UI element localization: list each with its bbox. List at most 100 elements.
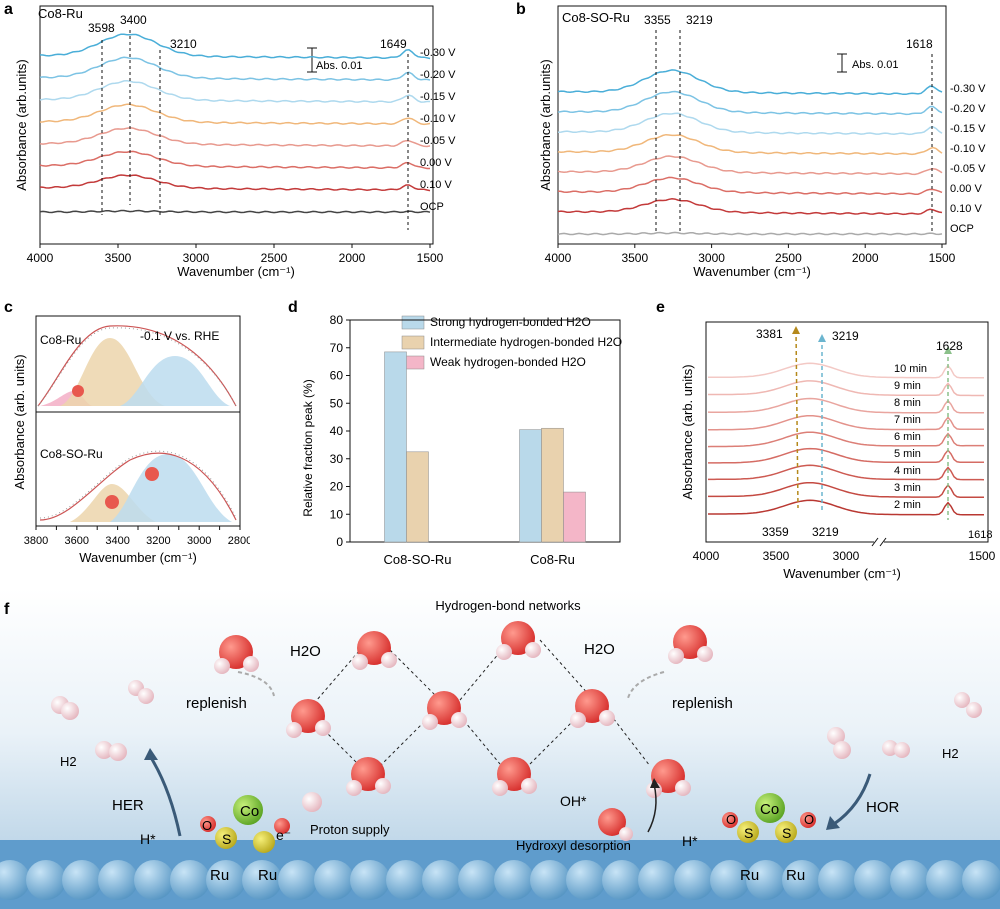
scale-bar [307, 47, 317, 73]
hydrogen-atom [243, 656, 259, 672]
hydrogen-atom [675, 780, 691, 796]
ru-atom [458, 860, 498, 900]
peak-label: 3359 [762, 525, 789, 539]
arrow-icon [818, 334, 826, 342]
curves [39, 33, 431, 214]
x-axis-label: Wavenumber (cm⁻¹) [783, 566, 901, 581]
spectrum-curve [39, 209, 431, 214]
ru-atom [746, 860, 786, 900]
ru-label: Ru [210, 867, 229, 884]
water-molecule-icon [72, 385, 84, 397]
ru-atom [98, 860, 138, 900]
ru-atom [926, 860, 966, 900]
potential-label: -0.05 V [950, 163, 986, 175]
x-tick-label: 4000 [693, 549, 720, 563]
ru-atom [62, 860, 102, 900]
spectrum-curve [557, 198, 943, 216]
ru-label: Ru [258, 867, 277, 884]
hstar-label: H* [140, 831, 156, 847]
ru-atom [422, 860, 462, 900]
hor-label: HOR [866, 799, 900, 816]
spectrum-curve [557, 133, 943, 156]
guide-lines [795, 329, 949, 520]
panel-label: f [4, 601, 10, 618]
hydrogen-atom [451, 712, 467, 728]
spectrum-curve [39, 103, 431, 126]
potential-label: -0.20 V [950, 103, 986, 115]
ru-atom [962, 860, 1000, 900]
ru-atom [314, 860, 354, 900]
ru-atom [566, 860, 606, 900]
hydroxyl-desorption-label: Hydroxyl desorption [516, 838, 631, 853]
x-tick-label: 3400 [105, 535, 129, 547]
spectrum-curve [708, 380, 984, 397]
y-axis-label: Absorbance (arb.units) [14, 59, 29, 191]
scale-label: Abs. 0.01 [852, 59, 898, 71]
y-tick-label: 40 [330, 424, 344, 438]
hydrogen-atom [521, 778, 537, 794]
ru-atom [26, 860, 66, 900]
x-tick-label: 2800 [228, 535, 250, 547]
spectrum-curve [39, 79, 430, 104]
fit-curve [39, 452, 237, 521]
peak-label: 3400 [120, 13, 147, 27]
hydrogen-atom [315, 720, 331, 736]
panel-label: e [656, 299, 665, 316]
panel-d: d Relative fraction peak (%) Strong hydr… [288, 299, 622, 567]
water-molecule-icon [105, 495, 119, 509]
spectrum-curve [39, 150, 430, 170]
x-tick-label: 3800 [24, 535, 48, 547]
o-label: O [804, 812, 814, 827]
legend-label: Strong hydrogen-bonded H2O [430, 315, 591, 329]
time-label: 4 min [894, 465, 921, 477]
potential-label: 0.10 V [950, 203, 982, 215]
x-tick-label: 3000 [183, 251, 210, 265]
x-tick-label: 3500 [763, 549, 790, 563]
hydrogen-atom [525, 642, 541, 658]
y-tick-label: 80 [330, 313, 344, 327]
spectrum-curve [708, 362, 984, 379]
y-tick-label: 50 [330, 396, 344, 410]
ru-label: Ru [740, 867, 759, 884]
spectrum-curve [708, 481, 984, 499]
network-title: Hydrogen-bond networks [435, 598, 581, 613]
spectrum-curve [557, 155, 943, 176]
plot-frame [557, 5, 947, 245]
hydrogen-atom [346, 780, 362, 796]
x-tick-label: 1500 [969, 549, 996, 563]
ru-atom [818, 860, 858, 900]
panel-c: c Co8-Ru -0.1 V vs. RHE Co8-SO-Ru 3800 36… [4, 299, 250, 565]
replenish-label: replenish [672, 695, 733, 712]
potential-label: -0.30 V [950, 83, 986, 95]
spectrum-curve [557, 112, 943, 136]
co-s-o-cluster-right [722, 793, 816, 843]
x-tick-label: 1500 [417, 251, 444, 265]
fit-curve [37, 325, 237, 407]
hstar-label: H* [682, 833, 698, 849]
potential-label: 0.00 V [420, 157, 452, 169]
panel-label: a [4, 1, 13, 18]
co-s-o-cluster-left [200, 792, 322, 853]
x-tick-label: 3000 [698, 251, 725, 265]
spectrum-curve [39, 174, 431, 192]
category-label: Co8-SO-Ru [384, 552, 452, 567]
spectrum-curve [707, 431, 984, 448]
arrow-icon [627, 671, 665, 699]
y-axis-label: Relative fraction peak (%) [301, 379, 315, 516]
oh-star-label: OH* [560, 793, 587, 809]
spectrum-curve [708, 447, 984, 464]
hydrogen-atom [422, 714, 438, 730]
y-tick-label: 60 [330, 369, 344, 383]
potential-label: -0.20 V [420, 69, 456, 81]
x-tick-label: 1500 [929, 251, 956, 265]
x-axis-label: Wavenumber (cm⁻¹) [79, 550, 197, 565]
x-tick-label: 3000 [187, 535, 211, 547]
time-label: 2 min [894, 499, 921, 511]
hydrogen-atom [214, 658, 230, 674]
spectrum-curve [708, 499, 984, 516]
y-tick-label: 30 [330, 452, 344, 466]
s-label: S [222, 831, 231, 847]
spectrum-curve [708, 464, 985, 481]
spectrum-curve [707, 397, 984, 414]
ru-atom [890, 860, 930, 900]
